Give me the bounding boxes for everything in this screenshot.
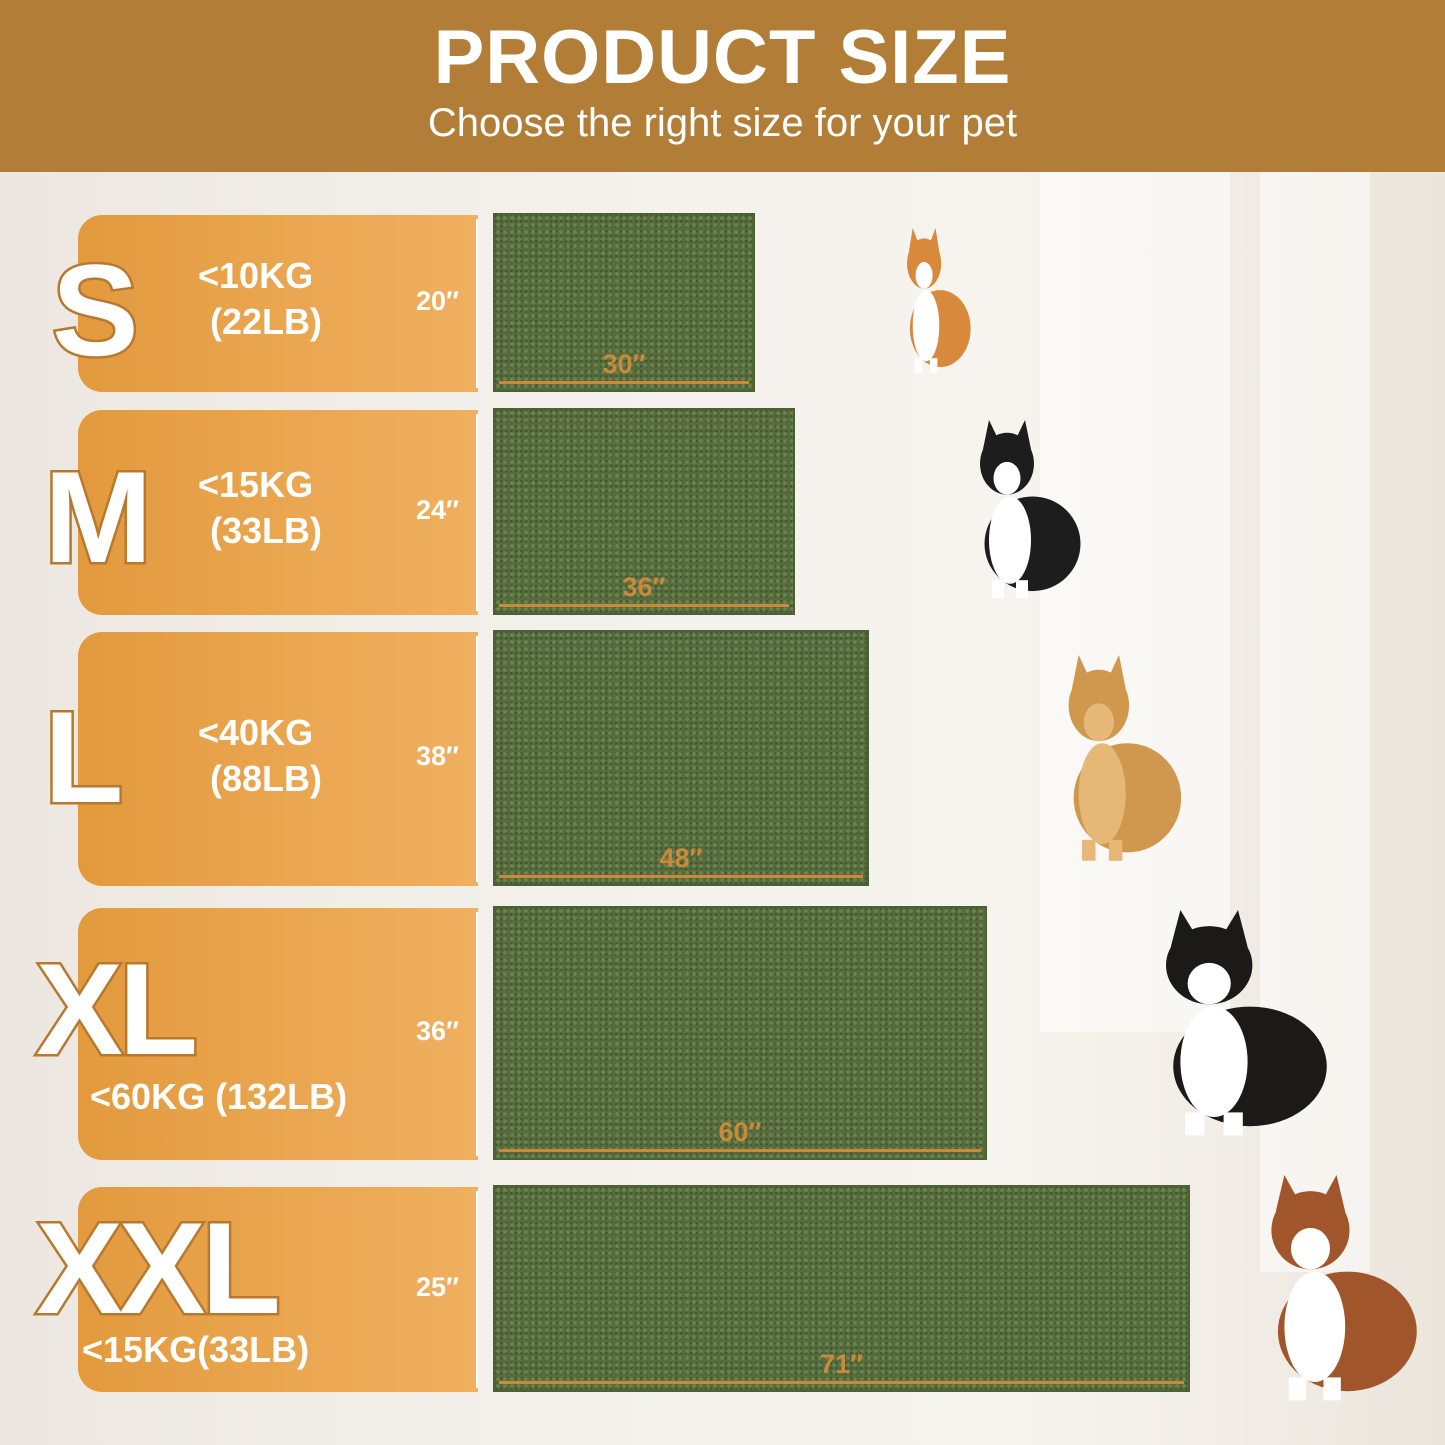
height-arrow xyxy=(476,1191,478,1388)
saint-bernard-dog-icon xyxy=(1271,1175,1417,1401)
size-label: XXL xyxy=(34,1195,284,1341)
size-label: L xyxy=(41,684,125,830)
bernese-mountain-dog-dog-icon xyxy=(1166,910,1327,1136)
background-door xyxy=(1040,172,1230,1032)
width-arrow xyxy=(499,1381,1184,1384)
height-arrow xyxy=(476,219,478,388)
corgi-dog-icon xyxy=(907,228,971,374)
size-panel xyxy=(78,632,478,886)
mat-width: 30″ xyxy=(602,349,646,379)
weight-limit: <60KG (132LB) xyxy=(90,1074,347,1120)
mat-image: 60″ xyxy=(493,906,987,1160)
mat-width: 36″ xyxy=(622,572,666,602)
page-title: PRODUCT SIZE xyxy=(433,15,1012,100)
weight-limit: <15KG(33LB) xyxy=(82,1327,309,1373)
header-banner: PRODUCT SIZE Choose the right size for y… xyxy=(0,0,1445,172)
mat-width: 48″ xyxy=(659,843,703,873)
size-label: M xyxy=(41,444,154,590)
mat-height: 20″ xyxy=(416,285,459,316)
height-arrow xyxy=(476,414,478,611)
mat-height: 24″ xyxy=(416,494,459,525)
border-collie-dog-icon xyxy=(980,420,1081,599)
weight-kg: <15KG xyxy=(198,464,314,505)
mat-image: 30″ xyxy=(493,213,755,392)
size-panel xyxy=(78,908,478,1160)
page-subtitle: Choose the right size for your pet xyxy=(427,101,1018,145)
weight-kg: <40KG xyxy=(198,712,314,753)
weight-lb: (33LB) xyxy=(210,510,323,551)
mat-height: 38″ xyxy=(416,741,459,771)
mat-width: 60″ xyxy=(718,1117,762,1147)
height-arrow xyxy=(476,636,478,882)
weight-kg: <10KG xyxy=(198,255,314,296)
mat-image: 36″ xyxy=(493,408,795,615)
mat-image: 71″ xyxy=(493,1185,1190,1392)
width-arrow xyxy=(499,1149,981,1152)
width-arrow xyxy=(499,381,749,384)
height-arrow xyxy=(476,912,478,1156)
weight-limit: <10KG (22LB) xyxy=(198,253,322,345)
mat-image: 48″ xyxy=(493,630,869,886)
weight-lb: (88LB) xyxy=(210,758,323,799)
size-label: S xyxy=(50,237,142,383)
weight-kg: <60KG (132LB) xyxy=(90,1076,348,1117)
weight-limit: <40KG (88LB) xyxy=(198,710,322,802)
mat-width: 71″ xyxy=(820,1349,863,1379)
weight-limit: <15KG (33LB) xyxy=(198,462,322,554)
size-panel xyxy=(78,410,478,615)
size-label: XL xyxy=(33,936,200,1082)
width-arrow xyxy=(499,604,789,607)
mat-height: 36″ xyxy=(416,1016,459,1046)
width-arrow xyxy=(499,875,863,878)
size-panel xyxy=(78,1187,478,1392)
mat-height: 25″ xyxy=(416,1271,459,1302)
weight-kg: <15KG(33LB) xyxy=(82,1329,310,1370)
weight-lb: (22LB) xyxy=(210,301,323,342)
size-panel xyxy=(78,215,478,392)
golden-retriever-dog-icon xyxy=(1068,655,1182,861)
